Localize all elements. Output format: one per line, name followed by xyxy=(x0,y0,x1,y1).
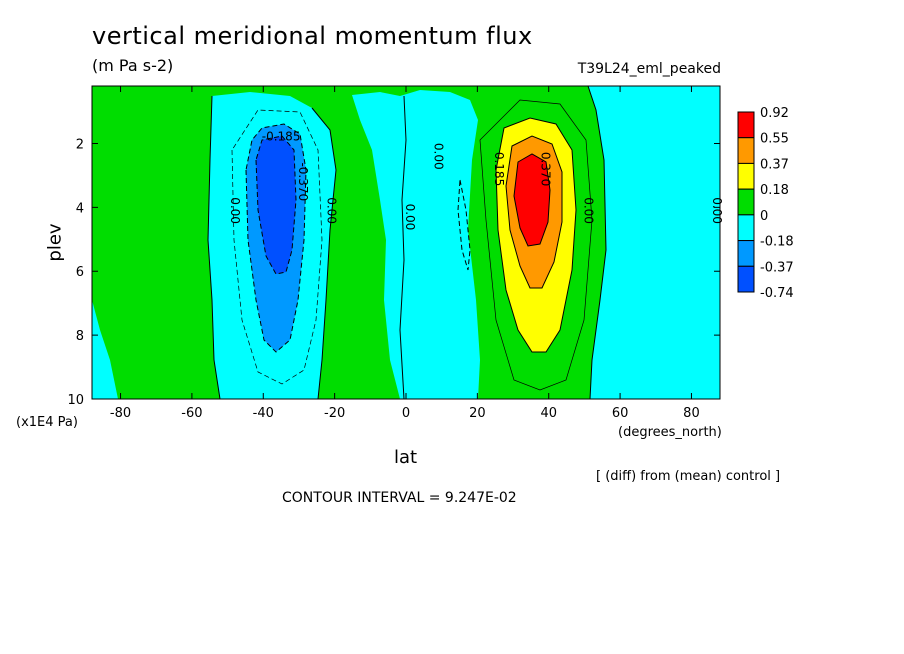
contour-label: 0.370 xyxy=(539,152,553,186)
contour-neg-eq-small xyxy=(457,179,471,271)
axis-ticks: -80 -60 -40 -20 0 20 40 60 80 2 4 6 8 10 xyxy=(67,86,720,421)
fill-blue-sh-core xyxy=(256,136,296,274)
colorbar-level-label: -0.74 xyxy=(760,286,794,301)
y-tick-label: 8 xyxy=(76,329,84,344)
x-tick-label: 40 xyxy=(540,406,557,421)
contour-zero-sh-east xyxy=(311,107,337,399)
colorbar-swatch xyxy=(737,214,755,242)
y-tick-label: 6 xyxy=(76,265,84,280)
y-tick-label: 10 xyxy=(67,393,84,408)
colorbar-level-label: -0.37 xyxy=(760,260,794,275)
contour-zero-nh xyxy=(587,86,607,399)
y-tick-label: 4 xyxy=(76,201,84,216)
x-tick-label: 60 xyxy=(612,406,629,421)
contour-zero-equator xyxy=(399,95,407,399)
contour-lines xyxy=(207,86,607,399)
colorbar-level-label: 0 xyxy=(760,209,768,224)
contour-label: 0.00 xyxy=(432,143,446,170)
contour-interval: CONTOUR INTERVAL = 9.247E-02 xyxy=(282,490,517,506)
contour-label-layer: -0.185 -0.370 0.00 0.00 0.00 0.00 0.185 0.370 0.… xyxy=(228,129,724,230)
contour-fill-layer xyxy=(92,86,720,399)
contour-label: 0.00 xyxy=(581,197,595,224)
x-tick-label: 80 xyxy=(683,406,700,421)
contour-label: 0.00 xyxy=(710,197,724,224)
colorbar-level-label: 0.18 xyxy=(760,183,789,198)
x-tick-label: -80 xyxy=(110,406,131,421)
contour-label: -0.185 xyxy=(262,129,301,143)
diff-note: [ (diff) from (mean) control ] xyxy=(596,469,781,484)
y-tick-label: 2 xyxy=(76,137,84,152)
contour-label: 0.00 xyxy=(325,197,339,224)
x-axis-label: lat xyxy=(394,447,418,468)
contour-pos-nh-inner xyxy=(513,153,551,247)
x-tick-label: -60 xyxy=(181,406,202,421)
x-axis-units: (degrees_north) xyxy=(618,425,722,440)
chart-units: (m Pa s-2) xyxy=(92,56,174,75)
contour-label: 0.185 xyxy=(492,152,506,186)
run-label: T39L24_eml_peaked xyxy=(577,61,721,77)
colorbar-level-label: -0.18 xyxy=(760,235,794,250)
colorbar-swatch xyxy=(737,162,755,190)
x-tick-label: -20 xyxy=(324,406,345,421)
contour-pos-nh-outer xyxy=(495,117,577,353)
contour-label: 0.00 xyxy=(228,197,242,224)
contour-neg-sh-outer xyxy=(245,123,307,353)
colorbar-level-label: 0.37 xyxy=(760,157,789,172)
contour-pos-nh-faint xyxy=(479,99,593,391)
contour-pos-nh-mid xyxy=(505,135,563,289)
y-axis-units: (x1E4 Pa) xyxy=(16,415,78,430)
colorbar-swatch xyxy=(737,265,755,293)
contour-label: -0.370 xyxy=(296,162,310,201)
x-tick-label: -40 xyxy=(253,406,274,421)
x-tick-label: 20 xyxy=(469,406,486,421)
chart-title: vertical meridional momentum flux xyxy=(92,22,533,50)
fill-cyan-nh-high xyxy=(588,86,720,399)
y-axis-label: plev xyxy=(44,223,66,262)
fill-cyan-equator xyxy=(352,90,480,399)
contour-zero-sh-west xyxy=(207,95,221,399)
contour-lines-negative xyxy=(231,109,471,385)
colorbar-swatch xyxy=(737,188,755,216)
colorbar-level-label: 0.92 xyxy=(760,106,789,121)
colorbar-swatch xyxy=(737,240,755,267)
contour-neg-sh-inner xyxy=(255,135,297,275)
contour-label: 0.00 xyxy=(403,204,417,231)
fill-red-nh xyxy=(514,154,550,246)
fill-cyan-left-edge xyxy=(92,300,118,399)
colorbar-swatch xyxy=(737,137,755,164)
contour-neg-sh-faint xyxy=(231,109,323,385)
colorbar-swatch xyxy=(737,111,755,139)
x-tick-label: 0 xyxy=(402,406,410,421)
colorbar-level-label: 0.55 xyxy=(760,132,789,147)
colorbar: 0.92 0.55 0.37 0.18 0 -0.18 -0.37 -0.74 xyxy=(737,106,794,301)
